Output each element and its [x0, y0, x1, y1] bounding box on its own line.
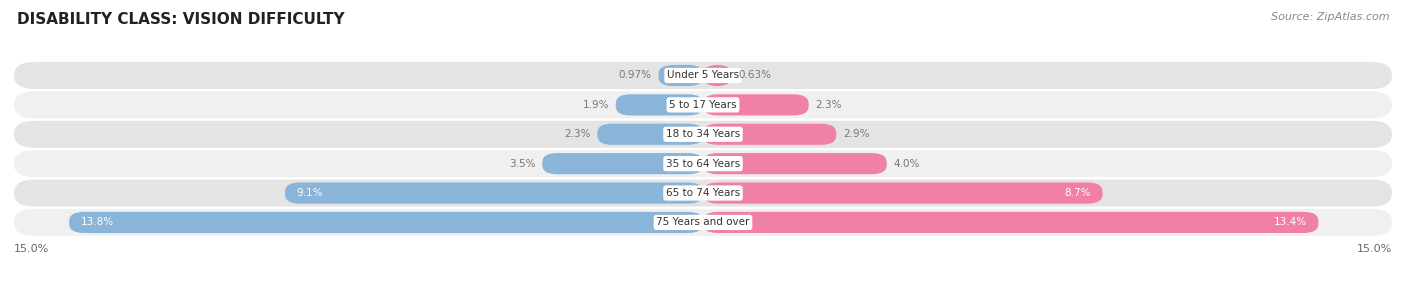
FancyBboxPatch shape	[658, 65, 703, 86]
FancyBboxPatch shape	[703, 65, 733, 86]
Text: 2.9%: 2.9%	[844, 129, 869, 139]
FancyBboxPatch shape	[703, 94, 808, 116]
Text: 0.63%: 0.63%	[738, 71, 772, 81]
Text: 3.5%: 3.5%	[509, 159, 536, 169]
Text: Under 5 Years: Under 5 Years	[666, 71, 740, 81]
Text: 15.0%: 15.0%	[1357, 244, 1392, 254]
Text: DISABILITY CLASS: VISION DIFFICULTY: DISABILITY CLASS: VISION DIFFICULTY	[17, 12, 344, 27]
Text: 9.1%: 9.1%	[297, 188, 323, 198]
Text: 1.9%: 1.9%	[582, 100, 609, 110]
FancyBboxPatch shape	[14, 180, 1392, 206]
FancyBboxPatch shape	[14, 92, 1392, 118]
Text: 13.4%: 13.4%	[1274, 217, 1308, 227]
Text: 2.3%: 2.3%	[815, 100, 842, 110]
Text: 0.97%: 0.97%	[619, 71, 651, 81]
Text: 13.8%: 13.8%	[80, 217, 114, 227]
Text: 65 to 74 Years: 65 to 74 Years	[666, 188, 740, 198]
FancyBboxPatch shape	[14, 150, 1392, 177]
FancyBboxPatch shape	[703, 182, 1102, 204]
Text: 2.3%: 2.3%	[564, 129, 591, 139]
FancyBboxPatch shape	[69, 212, 703, 233]
FancyBboxPatch shape	[285, 182, 703, 204]
Legend: Male, Female: Male, Female	[640, 300, 766, 304]
Text: 18 to 34 Years: 18 to 34 Years	[666, 129, 740, 139]
FancyBboxPatch shape	[543, 153, 703, 174]
Text: 75 Years and over: 75 Years and over	[657, 217, 749, 227]
Text: 8.7%: 8.7%	[1064, 188, 1091, 198]
FancyBboxPatch shape	[703, 212, 1319, 233]
FancyBboxPatch shape	[14, 209, 1392, 236]
Text: 4.0%: 4.0%	[894, 159, 920, 169]
FancyBboxPatch shape	[616, 94, 703, 116]
FancyBboxPatch shape	[598, 124, 703, 145]
Text: 15.0%: 15.0%	[14, 244, 49, 254]
Text: 35 to 64 Years: 35 to 64 Years	[666, 159, 740, 169]
FancyBboxPatch shape	[703, 124, 837, 145]
FancyBboxPatch shape	[703, 153, 887, 174]
FancyBboxPatch shape	[14, 62, 1392, 89]
Text: Source: ZipAtlas.com: Source: ZipAtlas.com	[1271, 12, 1389, 22]
Text: 5 to 17 Years: 5 to 17 Years	[669, 100, 737, 110]
FancyBboxPatch shape	[14, 121, 1392, 148]
